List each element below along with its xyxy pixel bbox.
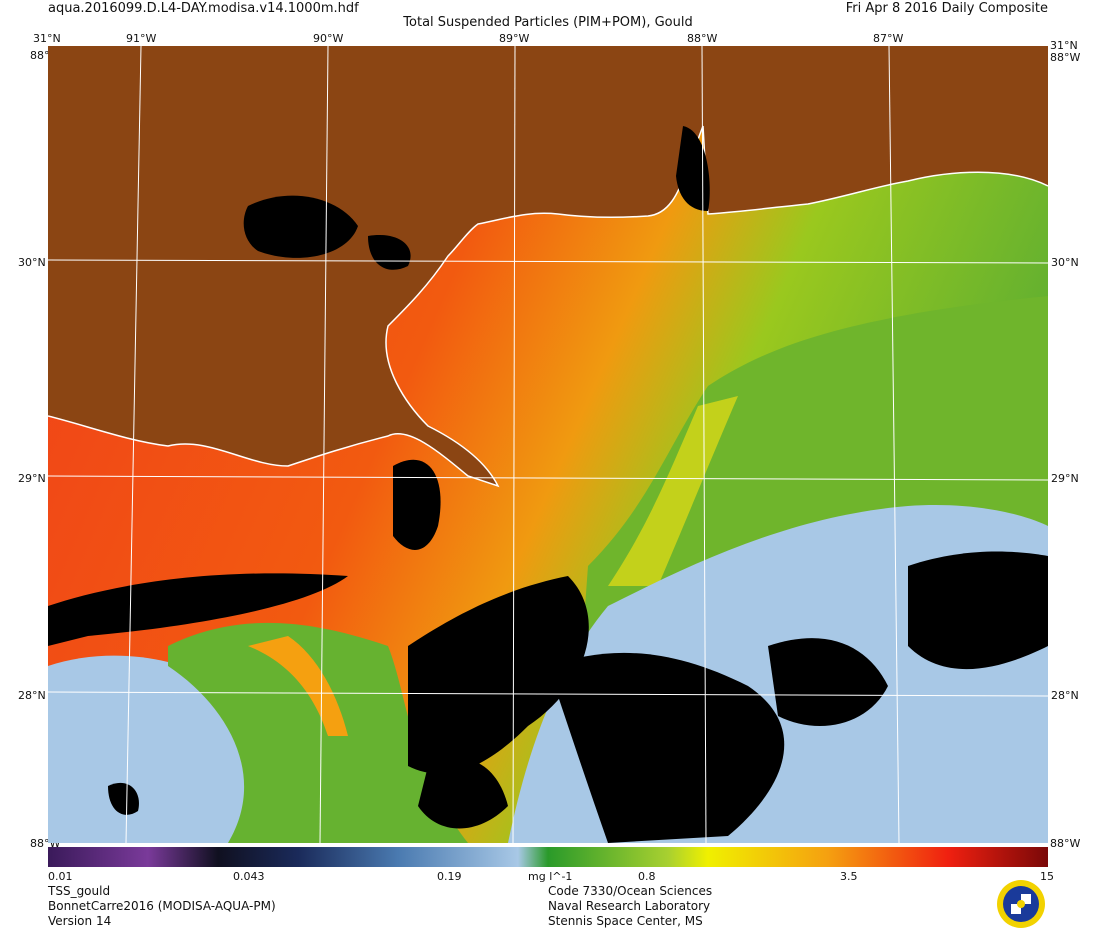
composite-date: Fri Apr 8 2016 Daily Composite xyxy=(845,1,1048,16)
lon-label-87w: 87°W xyxy=(873,32,904,45)
cloud-band-east xyxy=(908,551,1048,670)
lon-label-90w: 90°W xyxy=(313,32,344,45)
colorbar-units: mg l^-1 xyxy=(528,870,573,883)
cloud-band-center xyxy=(408,576,589,774)
colorbar-tick-3.5: 3.5 xyxy=(840,870,858,883)
lon-label-88w: 88°W xyxy=(687,32,718,45)
colorbar-tick-0.19: 0.19 xyxy=(437,870,462,883)
colorbar-tick-0.043: 0.043 xyxy=(233,870,265,883)
lon-label-91w: 91°W xyxy=(126,32,157,45)
footer-product: TSS_gould xyxy=(48,884,111,898)
footer-lab: Naval Research Laboratory xyxy=(548,899,711,913)
mobile-bay xyxy=(676,126,710,211)
land-mass xyxy=(48,46,1048,486)
cloud-band-south xyxy=(548,652,785,843)
lat-label-28n-left: 28°N xyxy=(18,689,46,702)
nrl-logo-icon xyxy=(997,880,1045,928)
lat-label-30n-left: 30°N xyxy=(18,256,46,269)
colorbar-tick-0.01: 0.01 xyxy=(48,870,73,883)
cloud-band-west xyxy=(48,573,348,646)
cloud-patch-mid xyxy=(393,459,441,550)
coastline xyxy=(48,125,1048,488)
tss-map xyxy=(48,46,1048,843)
lake-pontchartrain xyxy=(243,195,358,258)
green-plume-sw xyxy=(168,622,468,843)
footer-code: Code 7330/Ocean Sciences xyxy=(548,884,713,898)
top-right-lat-label: 31°N xyxy=(1050,39,1078,52)
footer-version: Version 14 xyxy=(48,914,112,928)
map-title: Total Suspended Particles (PIM+POM), Gou… xyxy=(403,15,693,30)
footer-dataset: BonnetCarre2016 (MODISA-AQUA-PM) xyxy=(48,899,276,913)
graticule xyxy=(48,46,1048,843)
colorbar-tick-15: 15 xyxy=(1040,870,1054,883)
lat-label-29n-left: 29°N xyxy=(18,472,46,485)
corner-label-br: 88°W xyxy=(1050,837,1081,850)
colorbar-gradient xyxy=(48,847,1048,867)
filename: aqua.2016099.D.L4-DAY.modisa.v14.1000m.h… xyxy=(48,1,359,16)
orange-swirl-sw xyxy=(248,636,348,736)
footer-location: Stennis Space Center, MS xyxy=(548,914,703,928)
colorbar-tick-0.8: 0.8 xyxy=(638,870,656,883)
cloud-patch-small xyxy=(108,782,139,815)
lon-label-89w: 89°W xyxy=(499,32,530,45)
lat-label-28n-right: 28°N xyxy=(1051,689,1079,702)
corner-label-tr: 88°W xyxy=(1050,51,1081,64)
colorbar xyxy=(48,847,1048,867)
yellow-front xyxy=(608,396,738,586)
cloud-patch-s xyxy=(418,758,508,829)
lat-label-29n-right: 29°N xyxy=(1051,472,1079,485)
top-left-lat-label: 31°N xyxy=(33,32,61,45)
cloud-patch-se xyxy=(768,638,888,726)
lat-label-30n-right: 30°N xyxy=(1051,256,1079,269)
